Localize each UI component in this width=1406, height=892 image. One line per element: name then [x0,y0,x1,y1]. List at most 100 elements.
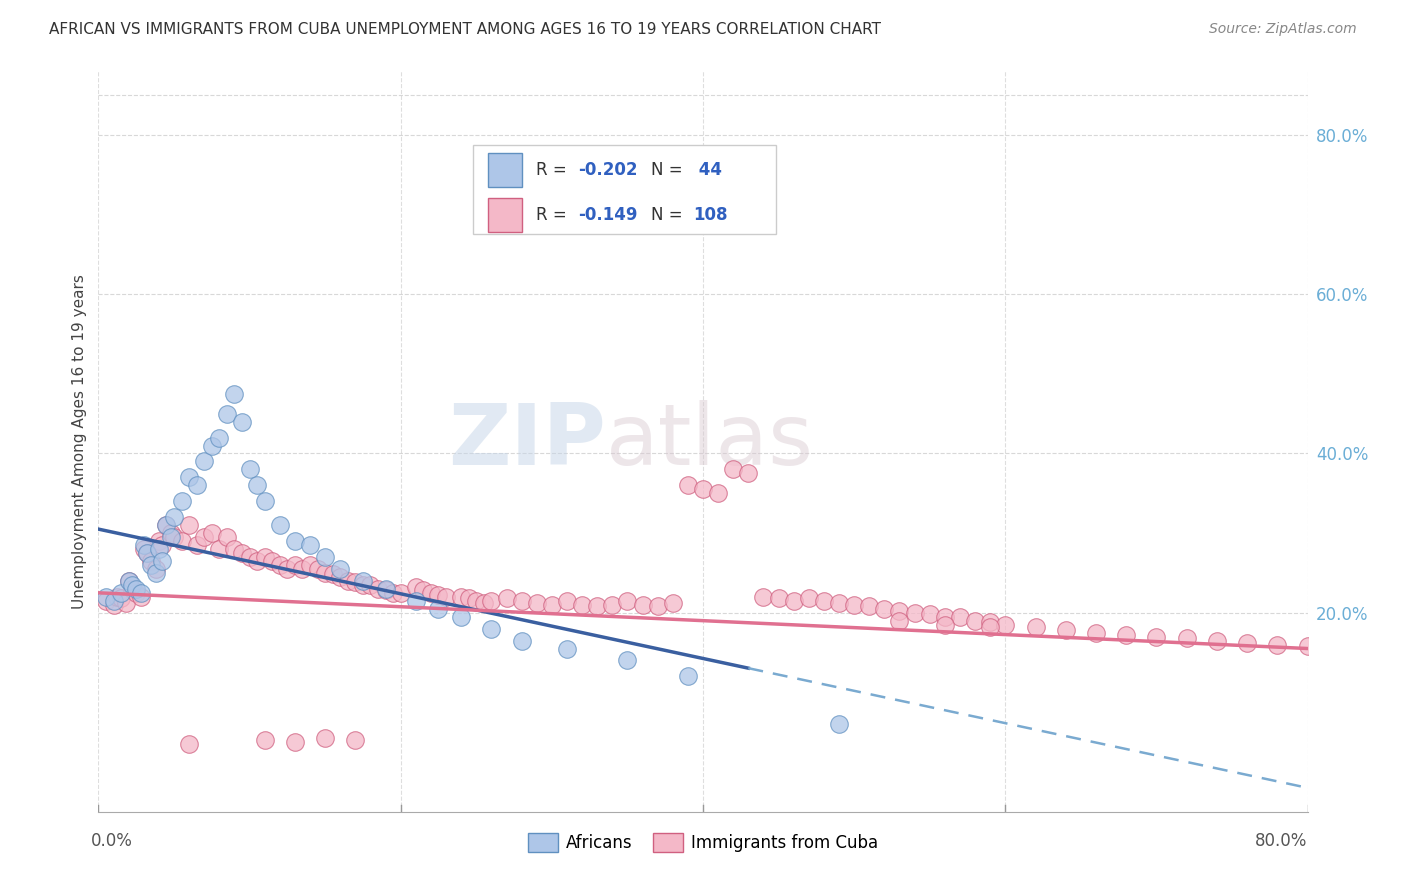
Point [103,593,125,607]
Point [307,562,329,576]
Point [163,530,186,544]
Point [314,731,336,746]
Point [135,546,157,560]
Point [170,534,193,549]
Text: 44: 44 [693,161,723,179]
Point [336,574,359,588]
Point [979,620,1001,634]
Point [510,593,533,607]
Point [571,598,593,612]
Point [314,549,336,564]
Point [828,596,851,610]
Point [434,590,457,604]
Point [269,558,291,572]
Point [858,599,880,614]
Point [661,596,683,610]
Point [752,590,775,604]
Point [382,586,405,600]
Point [344,733,367,747]
Point [201,526,224,541]
Point [723,462,745,476]
Point [118,574,141,588]
Point [208,541,231,556]
Point [1115,628,1137,642]
Text: N =: N = [651,206,688,224]
Text: ZIP: ZIP [449,400,606,483]
Point [329,570,352,584]
Point [110,586,132,600]
Point [170,494,193,508]
Point [155,518,177,533]
Point [367,582,389,596]
Point [768,591,790,606]
Point [450,590,472,604]
Point [103,598,125,612]
Point [262,554,284,568]
Legend: Africans, Immigrants from Cuba: Africans, Immigrants from Cuba [522,826,884,859]
Text: 108: 108 [693,206,728,224]
Point [314,566,336,580]
Point [215,407,238,421]
Point [420,586,443,600]
Point [193,454,215,468]
Bar [488,153,522,187]
Point [427,588,450,602]
Point [450,609,472,624]
Point [291,562,314,576]
Point [828,717,851,731]
Point [329,562,352,576]
Point [145,562,167,576]
Point [360,578,382,592]
Point [918,607,941,622]
Point [135,546,157,560]
Point [797,591,820,606]
Point [94,590,117,604]
Point [676,478,699,492]
Point [707,486,730,500]
Point [145,566,167,580]
Point [160,526,183,541]
Point [602,598,624,612]
Point [276,562,298,576]
Point [132,541,155,556]
Point [405,580,427,594]
Point [163,510,186,524]
Point [284,534,307,549]
Point [510,633,533,648]
Point [352,578,374,592]
Point [352,574,374,588]
Point [284,734,307,748]
Point [616,593,638,607]
Point [1296,639,1319,653]
Point [472,596,495,610]
Point [465,593,488,607]
Point [299,558,322,572]
Point [94,593,117,607]
Point [540,598,562,612]
Point [148,541,170,556]
Point [208,431,231,445]
Point [1024,620,1046,634]
Point [125,586,148,600]
Point [481,593,503,607]
Text: N =: N = [651,161,688,179]
Point [155,518,177,533]
Text: Source: ZipAtlas.com: Source: ZipAtlas.com [1209,22,1357,37]
Point [246,478,269,492]
Point [299,538,322,552]
Point [224,541,246,556]
Point [179,737,201,751]
FancyBboxPatch shape [474,145,776,235]
Point [239,549,262,564]
Point [631,598,654,612]
Point [873,601,896,615]
Point [253,494,276,508]
Point [813,593,835,607]
Point [125,582,148,596]
Point [148,534,170,549]
Point [965,614,987,628]
Point [692,483,714,497]
Point [555,641,578,656]
Point [586,599,609,614]
Point [934,617,956,632]
